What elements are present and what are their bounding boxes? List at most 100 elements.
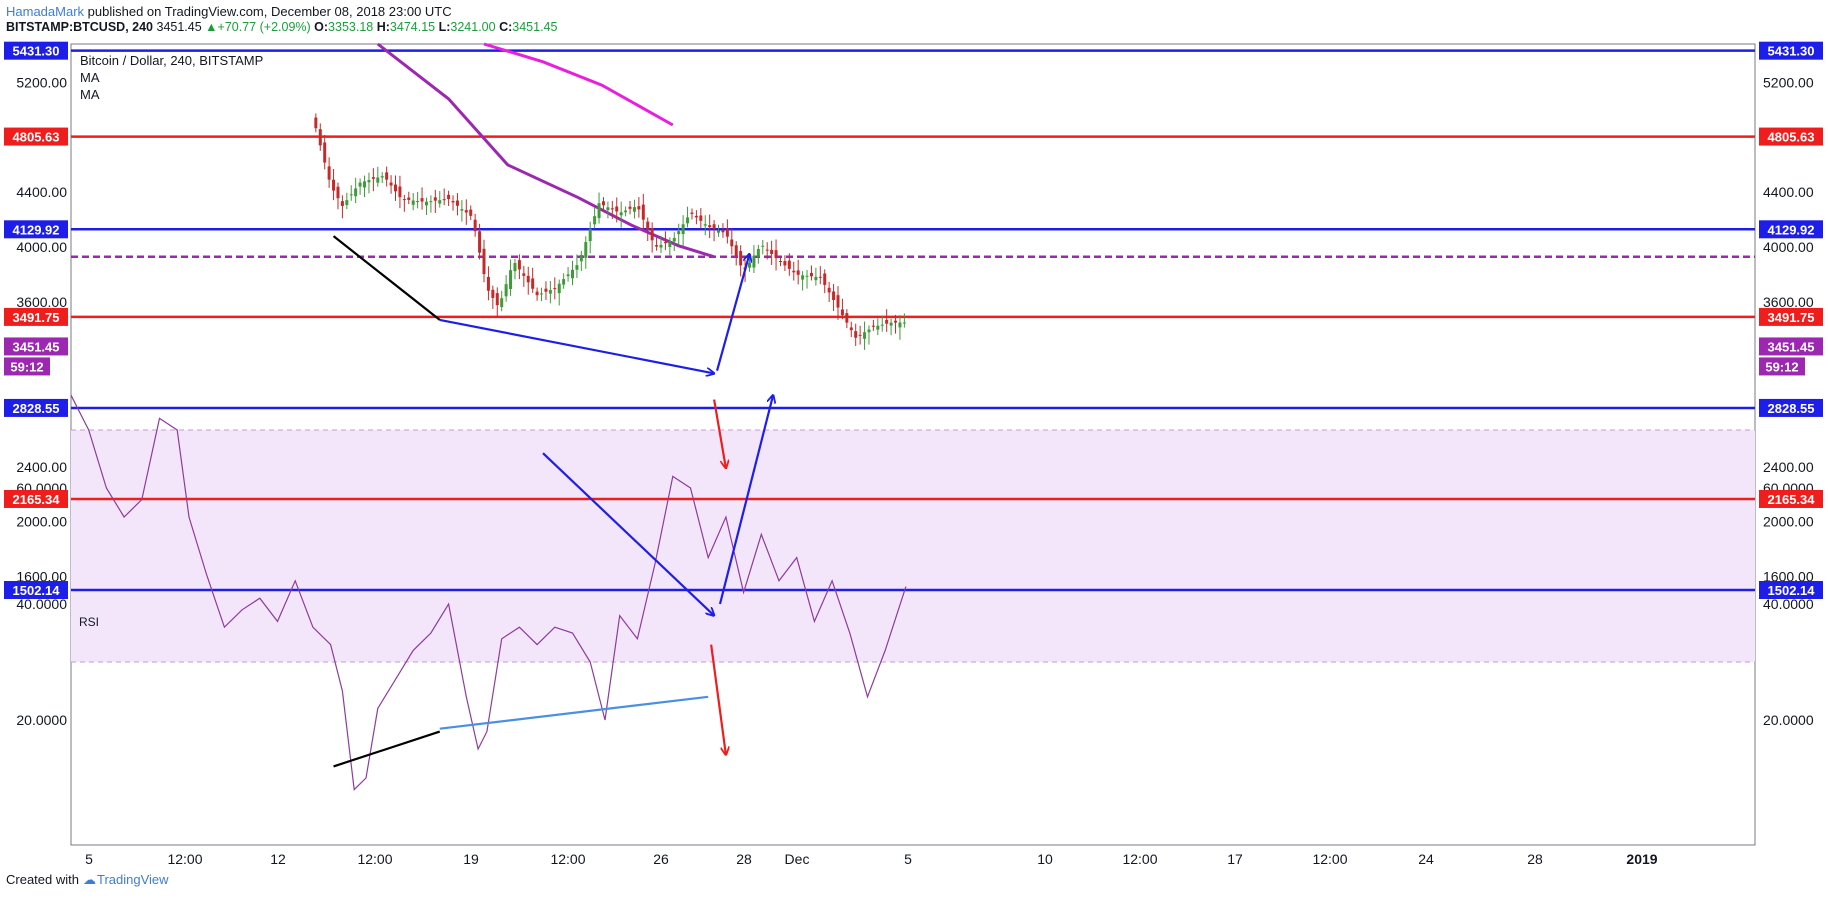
published-text: published on TradingView.com, December 0… <box>87 4 452 19</box>
candle-body <box>725 228 729 237</box>
price-trendline-4 <box>713 399 726 469</box>
level-label-right: 3491.75 <box>1768 310 1815 325</box>
candle-body <box>703 224 707 226</box>
candle-body <box>774 250 778 259</box>
candle-body <box>765 249 769 251</box>
price-tick-left: 2000.00 <box>16 514 67 530</box>
level-label-bg-right <box>1759 398 1823 417</box>
candle-body <box>509 270 513 290</box>
candle-body <box>526 275 530 283</box>
candle-body <box>858 334 862 336</box>
level-label-left: 2165.34 <box>13 492 61 507</box>
rsi-trendline-2 <box>439 695 709 730</box>
candle-body <box>805 275 809 277</box>
open-label: O: <box>314 20 329 34</box>
candle-body <box>889 322 893 326</box>
candle-body <box>650 228 654 241</box>
price-tick-right: 1600.00 <box>1763 569 1814 585</box>
candle-body <box>318 129 322 146</box>
time-tick: 5 <box>904 851 912 867</box>
open-value: 3353.18 <box>328 20 374 34</box>
price-tick-right: 4000.00 <box>1763 239 1814 255</box>
candle-body <box>455 200 459 206</box>
candle-body <box>416 200 420 202</box>
candle-body <box>579 254 583 262</box>
rsi-trendline-5 <box>710 644 726 755</box>
countdown-label-left: 59:12 <box>10 359 43 374</box>
candle-body <box>672 237 676 242</box>
candle-body <box>522 273 526 276</box>
level-label-right: 1502.14 <box>1768 583 1816 598</box>
candle-body <box>655 245 659 247</box>
candle-body <box>752 255 756 268</box>
candle-body <box>482 248 486 275</box>
level-label-right: 5431.30 <box>1768 44 1815 59</box>
candle-body <box>495 293 499 306</box>
candle-body <box>663 241 667 244</box>
candle-body <box>792 270 796 273</box>
level-label-bg-right <box>1759 41 1823 60</box>
candle-body <box>854 331 858 338</box>
candle-body <box>615 206 619 212</box>
candle-body <box>540 293 544 295</box>
candle-body <box>827 287 831 293</box>
legend-ma-1[interactable]: MA <box>80 70 100 85</box>
candle-body <box>712 224 716 229</box>
close-value: 3451.45 <box>512 20 558 34</box>
rsi-trendline-3 <box>542 452 714 615</box>
candle-body <box>548 290 552 294</box>
candle-body <box>836 295 840 308</box>
level-label-bg-right <box>1759 127 1823 146</box>
time-tick: 28 <box>736 851 752 867</box>
time-tick: 12:00 <box>167 851 202 867</box>
candle-body <box>902 322 906 324</box>
candle-body <box>641 204 645 220</box>
candle-body <box>376 177 380 183</box>
candle-body <box>823 273 827 285</box>
last-price-label-left: 3451.45 <box>13 339 60 354</box>
price-tick-right: 4400.00 <box>1763 184 1814 200</box>
candle-body <box>531 278 535 289</box>
rsi-line <box>70 394 907 791</box>
candle-body <box>380 176 384 178</box>
price-tick-left: 3600.00 <box>16 294 67 310</box>
countdown-label-right: 59:12 <box>1765 359 1798 374</box>
rsi-tick-right: 20.0000 <box>1763 712 1814 728</box>
symbol-ohlc-line: BITSTAMP:BTCUSD, 240 3451.45 ▲+70.77 (+2… <box>6 20 557 34</box>
candle-body <box>880 324 884 326</box>
candle-body <box>601 201 605 206</box>
candle-body <box>478 231 482 253</box>
candle-body <box>730 239 734 247</box>
candle-body <box>840 309 844 316</box>
candle-body <box>894 320 898 323</box>
level-label-right: 4129.92 <box>1768 222 1815 237</box>
time-tick: 24 <box>1418 851 1434 867</box>
price-change: +70.77 (+2.09%) <box>217 20 311 34</box>
time-tick: 12 <box>270 851 286 867</box>
legend-ma-2[interactable]: MA <box>80 87 100 102</box>
candle-body <box>451 201 455 203</box>
candle-body <box>566 274 570 277</box>
candle-body <box>898 322 902 328</box>
candle-body <box>535 291 539 296</box>
tradingview-logo-icon: ☁ <box>82 872 96 887</box>
candle-body <box>686 217 690 224</box>
candle-body <box>783 261 787 266</box>
candle-body <box>606 207 610 211</box>
level-label-bg-left <box>4 581 68 600</box>
candle-body <box>354 188 358 197</box>
candle-body <box>398 186 402 198</box>
rsi-trendline-1 <box>333 730 441 768</box>
tradingview-brand-link[interactable]: TradingView <box>96 872 169 887</box>
rsi-tick-right: 40.0000 <box>1763 596 1814 612</box>
time-tick: Dec <box>785 851 810 867</box>
up-arrow-icon: ▲ <box>205 20 218 34</box>
candle-body <box>314 117 318 129</box>
candle-body <box>818 276 822 278</box>
level-label-left: 2828.55 <box>13 401 60 416</box>
level-label-bg-right <box>1759 307 1823 326</box>
author-link[interactable]: HamadaMark <box>6 4 85 19</box>
candle-body <box>544 288 548 292</box>
candle-body <box>770 249 774 255</box>
